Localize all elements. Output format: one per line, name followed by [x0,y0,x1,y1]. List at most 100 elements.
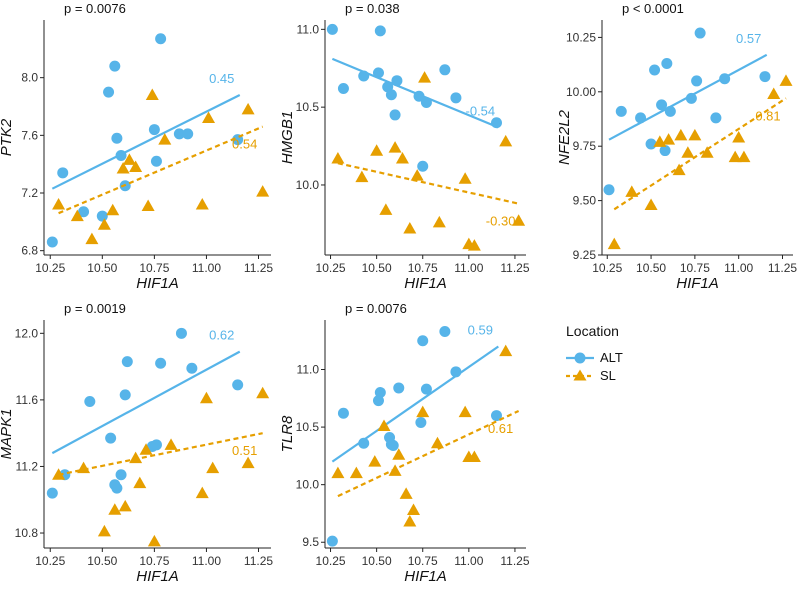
point-alt [615,105,627,117]
fit-line-sl [337,162,519,205]
legend-item-sl: SL [566,368,616,383]
x-tick-label: 10.75 [408,554,438,568]
point-alt [186,362,198,374]
x-axis-title: HIF1A [136,275,179,292]
point-sl [392,448,406,460]
x-tick-label: 11.00 [454,554,483,568]
corr-label-alt: 0.62 [209,328,234,343]
point-alt [155,33,167,45]
point-sl [145,88,159,100]
x-tick-label: 10.50 [87,554,117,568]
x-tick-label: 10.25 [592,261,622,275]
point-alt [417,335,429,347]
y-tick-label: 6.8 [21,244,38,258]
x-tick-label: 10.25 [35,554,65,568]
x-tick-label: 11.00 [192,554,221,568]
x-tick-label: 10.75 [139,261,169,275]
x-tick-label: 10.25 [316,261,346,275]
point-sl [85,232,99,245]
point-sl [388,141,402,153]
fit-line-sl [58,432,263,476]
point-sl [331,152,345,164]
point-sl [199,391,213,404]
point-sl [349,466,363,479]
point-sl [410,169,424,181]
point-alt [155,357,167,369]
x-axis-title: HIF1A [404,568,447,585]
point-alt [374,25,386,37]
x-tick-label: 10.50 [362,554,392,568]
p-value-label: p = 0.0019 [64,301,126,316]
x-tick-label: 11.25 [500,261,529,275]
point-alt [326,23,338,35]
point-sl [368,455,382,467]
y-tick-label: 10.8 [15,526,39,540]
point-sl [97,218,111,230]
point-sl [241,102,255,115]
point-sl [129,160,143,173]
x-tick-label: 11.25 [768,261,797,275]
fit-line-alt [608,53,768,141]
point-sl [202,111,216,124]
corr-label-alt: 0.57 [736,31,761,46]
x-tick-label: 10.75 [680,261,710,275]
point-sl [512,214,526,226]
point-sl [430,436,444,449]
x-tick-label: 10.25 [316,554,346,568]
point-sl [416,405,430,418]
point-alt [232,379,244,391]
y-tick-label: 10.25 [566,30,596,44]
legend: Location ALT SL [566,323,623,383]
x-tick-label: 11.25 [244,261,273,275]
point-alt [385,89,397,101]
point-alt [439,64,451,76]
point-sl [674,128,688,141]
point-alt [111,132,123,144]
y-axis-title: MAPK1 [0,409,15,460]
point-alt [691,75,703,87]
panels: 10.25 10.50 10.75 11.00 11.25 6.8 7.2 7.6 8.0 HIF… [0,1,797,585]
y-axis-title: NFE2L2 [556,109,573,165]
point-alt [415,416,427,428]
point-alt [121,356,133,368]
chart-panel-nfe2l2: 10.25 10.50 10.75 11.00 11.25 9.25 9.50 9.75 10.… [556,1,797,292]
y-tick-label: 10.0 [296,178,320,192]
point-sl [625,185,639,197]
y-tick-label: 11.0 [297,22,320,36]
y-tick-label: 10.5 [296,100,320,114]
point-sl [147,534,161,547]
point-alt [645,138,657,150]
point-sl [52,198,66,210]
point-sl [432,215,446,228]
x-tick-label: 10.25 [35,261,65,275]
point-alt [182,128,194,140]
fit-line-alt [331,345,499,463]
legend-sl-marker [573,369,587,381]
x-tick-label: 11.25 [244,554,273,568]
chart-panel-hmgb1: 10.25 10.50 10.75 11.00 11.25 10.0 10.5 11.0 HIF… [279,1,530,292]
point-sl [681,146,695,158]
corr-label-alt: -0.54 [466,103,496,118]
point-alt [759,71,771,83]
point-sl [141,199,155,211]
point-sl [108,503,122,515]
p-value-label: p = 0.038 [345,1,400,16]
y-axis-title: TLR8 [279,415,296,452]
point-alt [417,160,429,172]
point-alt [173,128,185,140]
point-sl [139,443,153,455]
point-alt [103,86,115,98]
point-sl [467,450,481,463]
x-axis-title: HIF1A [404,275,447,292]
point-sl [403,515,417,527]
x-axis-title: HIF1A [136,568,179,585]
point-alt [490,410,502,422]
point-sl [458,172,472,184]
point-sl [403,222,417,234]
point-sl [133,476,147,489]
point-alt [649,64,661,76]
x-tick-label: 10.50 [636,261,666,275]
point-sl [379,203,393,215]
y-tick-label: 12.0 [15,326,39,340]
corr-label-sl: 0.61 [488,421,513,436]
